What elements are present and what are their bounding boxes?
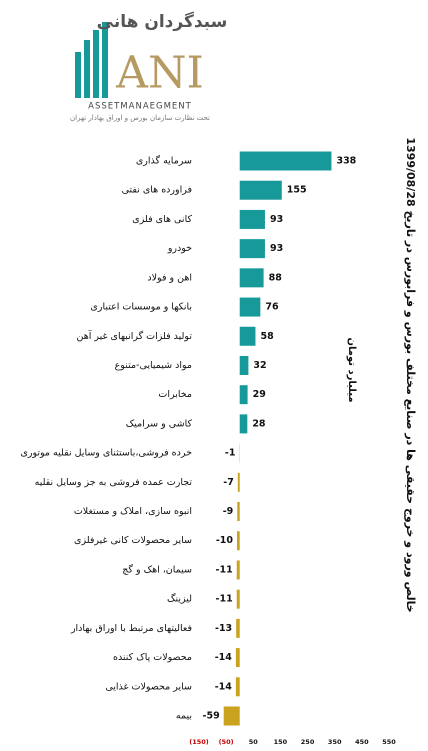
category-label: محصولات پاک کننده <box>113 652 192 663</box>
x-tick-label: 550 <box>382 738 396 746</box>
chart-title: خالص ورود و خروج حقیقی ها در صنایع مختلف… <box>403 137 417 612</box>
bar <box>239 151 332 171</box>
value-label: 93 <box>270 214 283 225</box>
logo-brand: سبدگردان هانی <box>97 11 228 32</box>
category-label: لیزینگ <box>167 593 192 605</box>
logo-mark: ANI <box>115 48 204 99</box>
value-label: 32 <box>253 360 266 371</box>
value-label: 93 <box>270 243 283 254</box>
category-label: اهن و فولاد <box>147 272 192 283</box>
category-label: مواد شیمیایی-متنوع <box>115 360 192 371</box>
value-label: 58 <box>260 331 274 342</box>
value-label: -11 <box>216 594 233 605</box>
bar <box>239 297 261 317</box>
category-label: فراورده های نفتی <box>122 185 192 196</box>
value-label: -59 <box>203 711 220 722</box>
category-label: تولید فلزات گرانبهای غیر آهن <box>77 329 193 342</box>
bar <box>236 618 240 638</box>
category-label: سرمایه گذاری <box>136 155 192 167</box>
bar <box>239 414 248 434</box>
category-label: بانکها و موسسات اعتباری <box>90 302 192 313</box>
bar <box>239 180 282 200</box>
category-label: خودرو <box>167 243 192 254</box>
x-tick-label: (50) <box>219 738 234 746</box>
x-tick-label: 450 <box>355 738 369 746</box>
x-tick-label: 150 <box>274 738 288 746</box>
bar <box>239 239 265 259</box>
bar <box>236 589 240 609</box>
category-label: انبوه سازی، املاک و مستغلات <box>74 506 192 517</box>
category-label: کاشی و سرامیک <box>126 418 193 429</box>
bar <box>239 268 264 288</box>
value-label: 28 <box>252 418 266 429</box>
bar <box>237 502 240 522</box>
value-label: -14 <box>215 681 233 692</box>
value-label: 88 <box>269 272 283 283</box>
bar <box>239 326 256 346</box>
category-label: بیمه <box>176 711 192 722</box>
value-label: 155 <box>287 185 307 196</box>
logo: سبدگردان هانی ANI ASSETMANAEGMENT تحت نظ… <box>70 11 227 122</box>
bar <box>239 355 249 375</box>
value-label: 338 <box>336 156 356 167</box>
value-label: -1 <box>225 448 236 459</box>
bar <box>223 706 240 726</box>
category-label: خرده فروشی،باستثنای وسایل نقلیه موتوری <box>20 448 192 459</box>
value-label: -14 <box>215 652 233 663</box>
category-label: کانی های فلزی <box>132 214 192 225</box>
value-label: -13 <box>215 623 232 634</box>
category-label: مخابرات <box>158 389 192 400</box>
value-label: 76 <box>265 302 279 313</box>
bar <box>235 677 240 697</box>
category-label: سایر محصولات غذایی <box>105 681 192 692</box>
bar <box>237 472 240 492</box>
value-label: -9 <box>223 506 234 517</box>
x-tick-label: 350 <box>328 738 342 746</box>
bar <box>236 560 240 580</box>
logo-tagline: ASSETMANAEGMENT <box>88 102 192 112</box>
value-label: -10 <box>216 535 234 546</box>
x-tick-label: (150) <box>189 738 209 746</box>
bar <box>235 648 240 668</box>
value-label: -11 <box>216 564 233 575</box>
logo-subtitle: تحت نظارت سازمان بورس و اوراق بهادار تهر… <box>70 114 210 122</box>
category-label: فعالیتهای مرتبط با اوراق بهادار <box>70 623 192 634</box>
axis-label: میلیارد تومان <box>346 337 357 402</box>
category-label: تجارت عمده فروشی به جز وسایل نقلیه <box>35 477 193 488</box>
value-label: 29 <box>253 389 266 400</box>
value-label: -7 <box>223 477 234 488</box>
bar <box>237 531 240 551</box>
bar <box>239 209 265 229</box>
category-label: سایر محصولات کانی غیرفلزی <box>74 535 192 546</box>
category-label: سیمان، اهک و گچ <box>122 563 192 575</box>
x-tick-label: 250 <box>301 738 315 746</box>
x-tick-label: 50 <box>249 738 259 746</box>
bar <box>239 385 248 405</box>
